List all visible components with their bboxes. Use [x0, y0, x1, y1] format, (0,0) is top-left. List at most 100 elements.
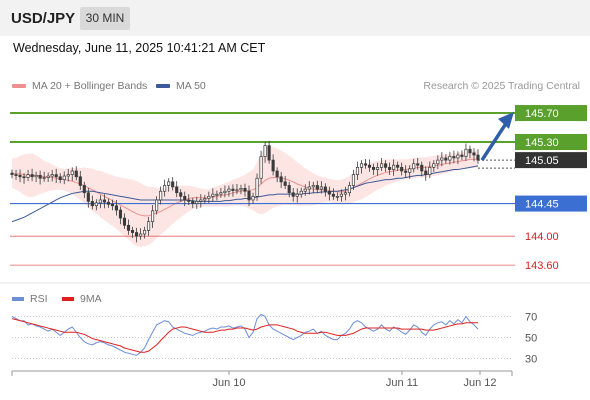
- candle-body: [343, 192, 347, 195]
- candle-body: [62, 175, 66, 181]
- target-label: 144.00: [525, 231, 559, 243]
- resistance-label: 145.70: [525, 108, 559, 120]
- candle-body: [396, 164, 400, 168]
- x-axis-label: Jun 10: [212, 377, 245, 389]
- candle-body: [371, 167, 376, 170]
- candle-body: [38, 174, 42, 179]
- candle-body: [239, 188, 243, 191]
- candle-body: [267, 145, 271, 161]
- rsi-legend-label: RSI: [30, 293, 48, 305]
- trend-arrow: [480, 111, 514, 162]
- candle-body: [347, 185, 352, 194]
- rsi-swatch: [12, 297, 24, 302]
- candle-body: [295, 193, 299, 197]
- candle-body: [303, 188, 307, 192]
- candle-body: [215, 193, 219, 196]
- candle-body: [58, 176, 62, 181]
- candle-body: [191, 201, 195, 204]
- candle-body: [263, 145, 267, 157]
- candle-body: [235, 189, 239, 192]
- support-label-box: [515, 195, 587, 212]
- candle-body: [460, 154, 464, 157]
- candle-body: [271, 159, 275, 172]
- candle-body: [307, 186, 311, 190]
- candle-body: [283, 181, 287, 186]
- candle-body: [259, 156, 263, 179]
- candle-body: [376, 167, 380, 170]
- candle-body: [388, 167, 392, 170]
- timestamp: Wednesday, June 11, 2025 10:41:21 AM CET: [13, 41, 266, 55]
- candle-body: [118, 209, 123, 219]
- rsi-panel: 70 50 30: [11, 312, 537, 366]
- candle-body: [70, 170, 74, 175]
- candle-body: [448, 156, 452, 161]
- candle-body: [299, 190, 303, 195]
- candle-body: [10, 172, 14, 175]
- rsi-tick-label: 70: [525, 312, 537, 324]
- candle-body: [159, 190, 163, 201]
- candle-body: [78, 176, 82, 186]
- candle-body: [134, 232, 139, 237]
- candle-body: [335, 195, 339, 198]
- rsi-line: [11, 313, 479, 356]
- price-levels: [10, 112, 515, 266]
- level-labels: 145.70 145.30 145.05 144.45 144.00 143.60: [515, 105, 587, 272]
- candle-body: [211, 193, 215, 197]
- candle-body: [468, 148, 472, 154]
- candle-body: [291, 192, 295, 197]
- candle-body: [223, 190, 227, 194]
- candle-body: [355, 167, 360, 175]
- candle-body: [363, 163, 368, 166]
- arrow-shaft: [480, 120, 509, 162]
- candle-body: [351, 174, 356, 186]
- candle-body: [456, 154, 460, 159]
- candle-body: [207, 195, 211, 199]
- support-label: 144.45: [525, 199, 559, 211]
- ma20-swatch: [12, 84, 26, 89]
- candle-body: [26, 174, 30, 178]
- x-axis-label: Jun 12: [463, 377, 496, 389]
- candle-body: [392, 164, 396, 170]
- rsi-tick-label: 50: [525, 333, 537, 345]
- candle-body: [54, 174, 58, 178]
- candle-body: [171, 181, 175, 188]
- candle-body: [243, 188, 247, 192]
- candle-body: [424, 170, 428, 175]
- interval-selector[interactable]: 30 MIN: [80, 7, 130, 30]
- candle-body: [279, 176, 283, 183]
- candle-body: [195, 201, 199, 204]
- resistance-label-box: [515, 105, 587, 122]
- credit-text: Research © 2025 Trading Central: [423, 80, 580, 92]
- candle-body: [155, 199, 159, 212]
- candle-body: [179, 192, 183, 197]
- candle-body: [275, 170, 279, 178]
- rsi-tick-label: 30: [525, 354, 537, 366]
- chart-header: USD/JPY 30 MIN: [0, 0, 590, 36]
- candle-body: [167, 181, 171, 186]
- arrow-head: [498, 111, 514, 129]
- candle-body: [66, 174, 70, 177]
- candle-body: [147, 221, 151, 231]
- candle-body: [114, 205, 119, 211]
- candle-body: [30, 174, 34, 178]
- candle-body: [251, 195, 255, 201]
- candle-body: [98, 199, 102, 204]
- legend-ma50: MA 50: [156, 80, 206, 92]
- candle-body: [163, 185, 167, 192]
- candle-body: [452, 156, 456, 159]
- candle-body: [287, 185, 291, 194]
- ma9-legend-label: 9MA: [80, 293, 102, 305]
- candle-body: [359, 163, 364, 168]
- candle-body: [444, 157, 448, 161]
- candle-body: [143, 230, 147, 235]
- candle-body: [90, 201, 94, 207]
- candle-body: [436, 159, 440, 165]
- candle-body: [231, 188, 235, 191]
- rsi-legend-rsi: RSI: [12, 293, 48, 305]
- candle-body: [440, 157, 444, 161]
- candle-body: [50, 174, 54, 177]
- target-label: 143.60: [525, 260, 559, 272]
- legend-ma50-label: MA 50: [176, 80, 206, 92]
- candle-body: [175, 186, 179, 194]
